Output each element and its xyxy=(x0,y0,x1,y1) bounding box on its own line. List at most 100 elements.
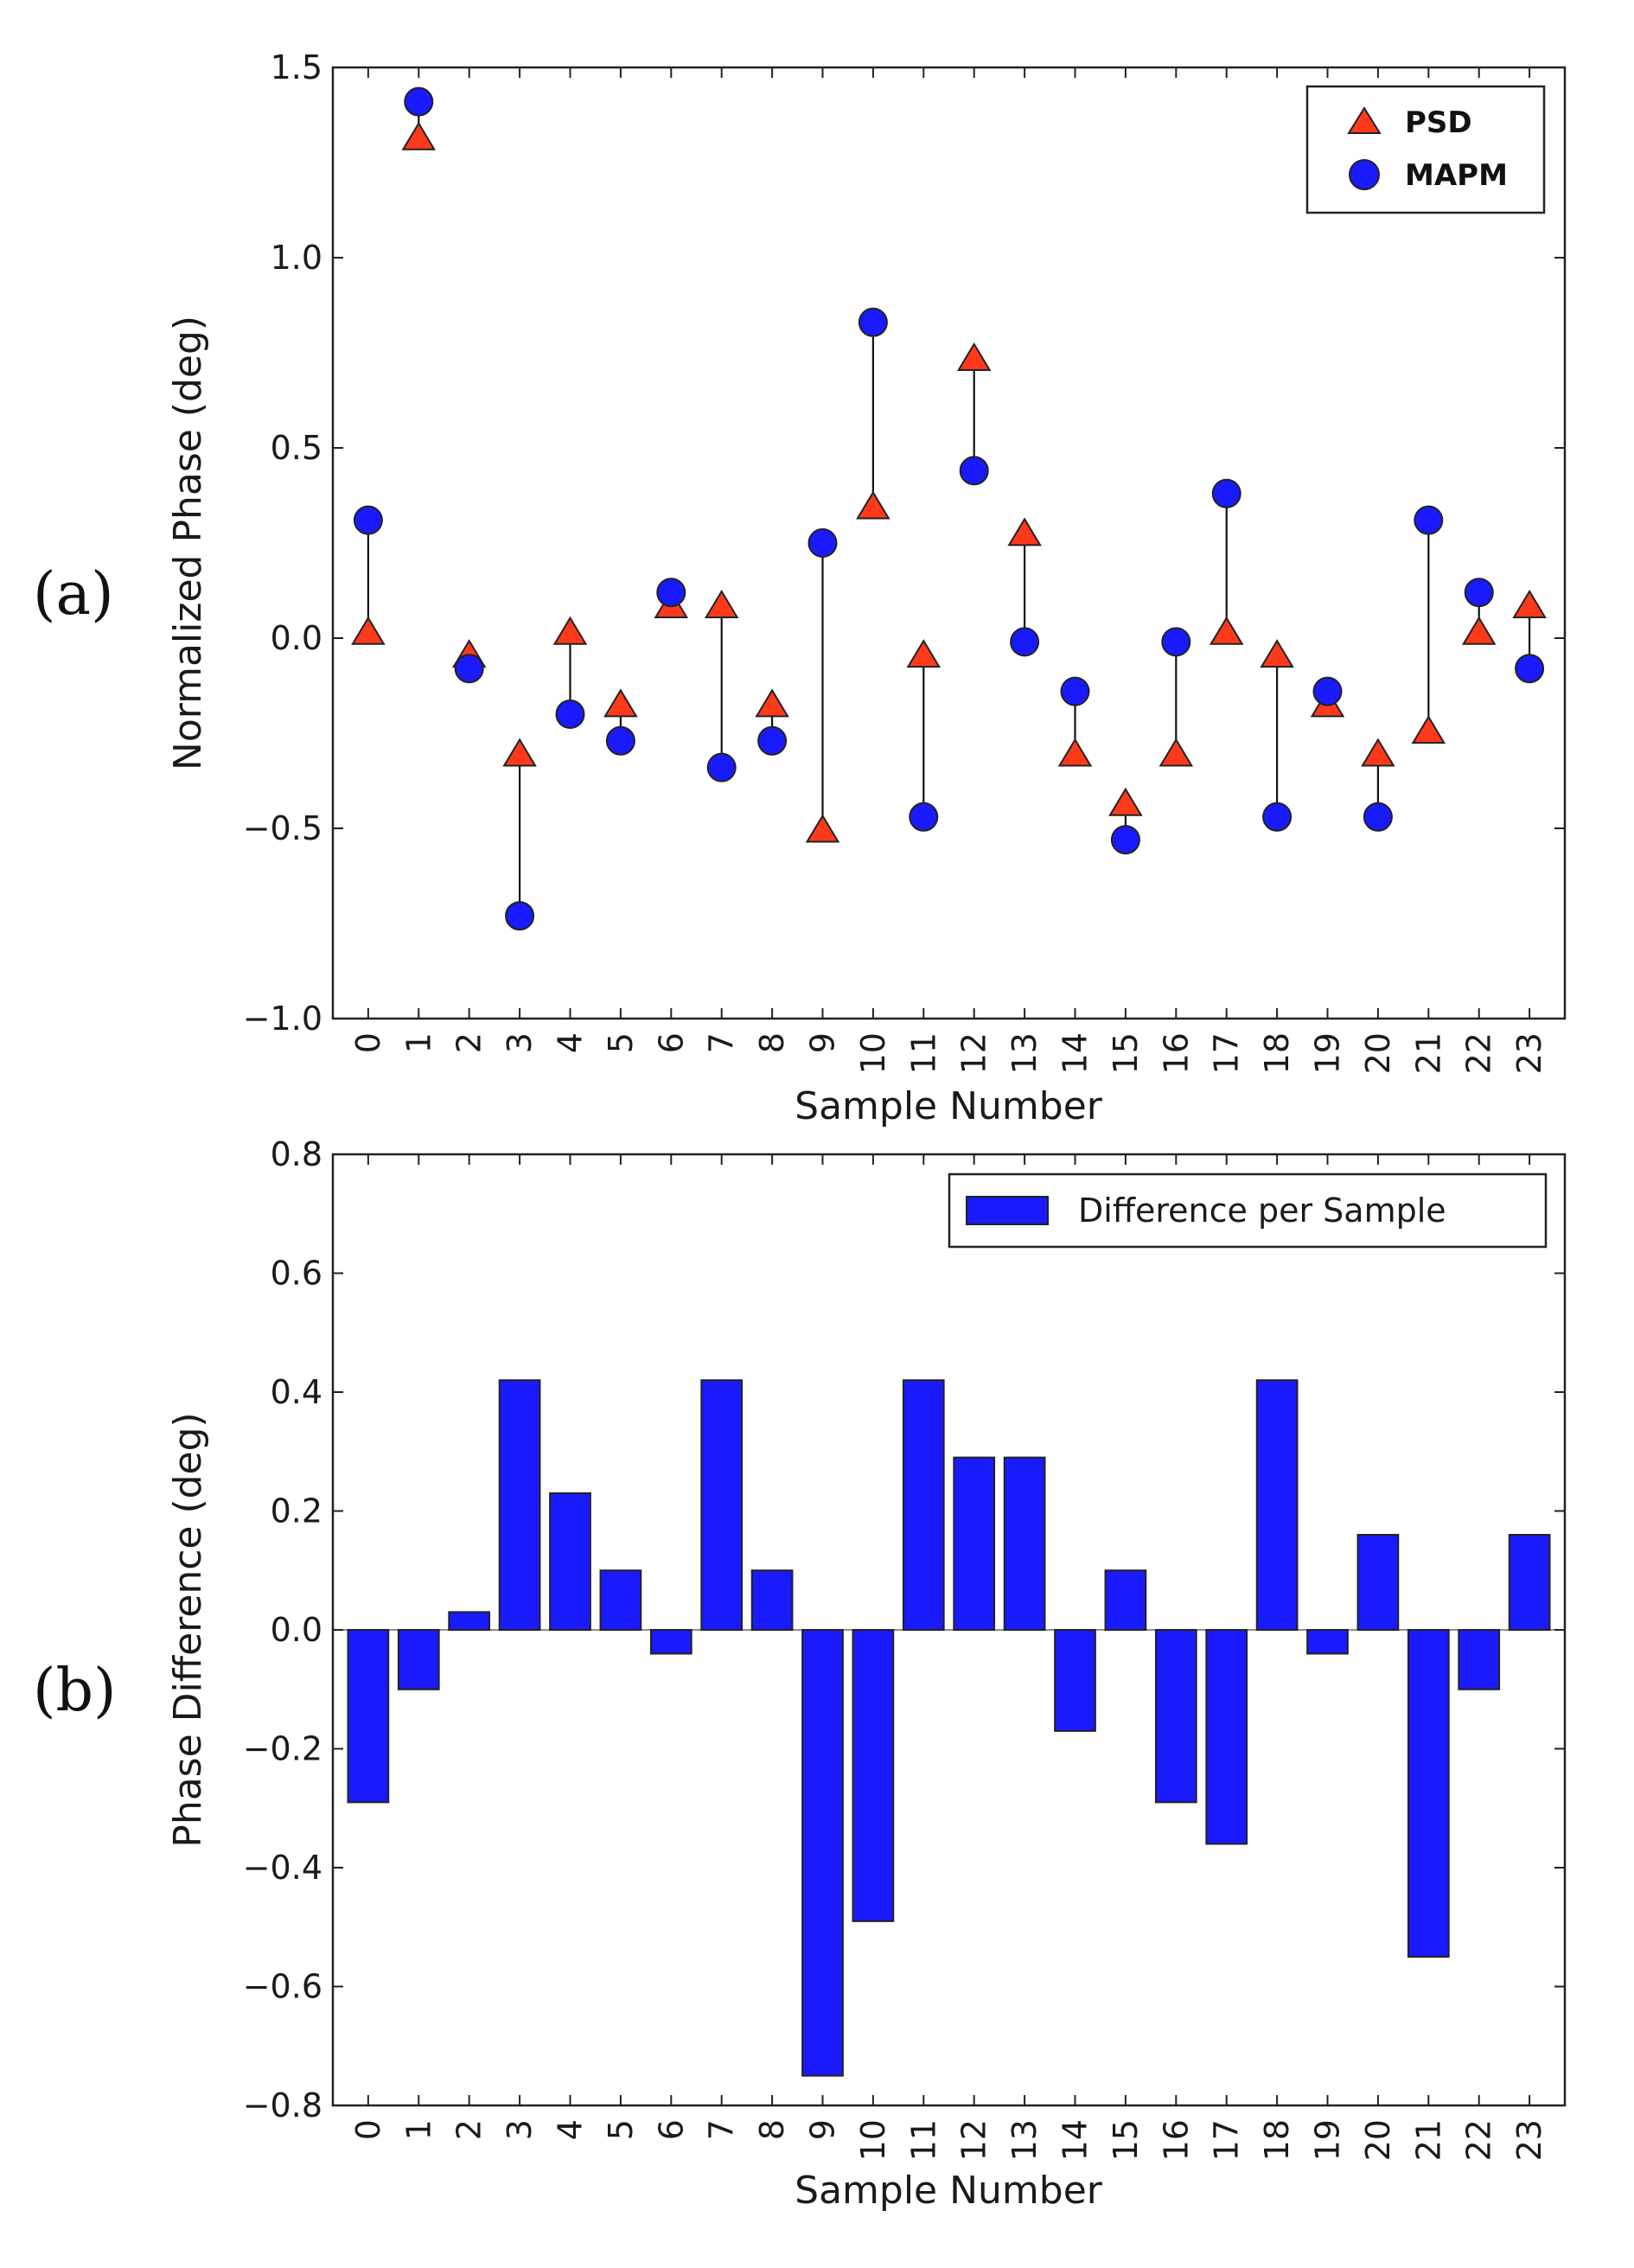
difference-bar xyxy=(852,1629,895,1922)
difference-bar xyxy=(700,1379,744,1631)
panel-b-ytick-label: −0.4 xyxy=(243,1849,322,1887)
psd-point xyxy=(704,589,739,618)
psd-point xyxy=(552,616,588,645)
mapm-point xyxy=(1161,627,1191,657)
mapm-point xyxy=(959,456,989,486)
panel-b-xtick-label: 20 xyxy=(1359,2119,1397,2161)
panel-a-xtick-label: 2 xyxy=(450,1032,488,1053)
panel-a-xtick-label: 9 xyxy=(803,1032,841,1053)
psd-point xyxy=(856,490,890,520)
panel-a-legend: PSD MAPM xyxy=(1305,85,1546,214)
mapm-point xyxy=(404,86,434,117)
mapm-point xyxy=(656,578,686,608)
panel-b-xtick-label: 11 xyxy=(904,2119,942,2161)
mapm-point xyxy=(1060,676,1090,706)
difference-bar xyxy=(1407,1629,1450,1958)
panel-b-ytick-label: 0.8 xyxy=(271,1135,322,1173)
mapm-point xyxy=(505,901,535,931)
psd-point xyxy=(1158,738,1194,767)
mapm-point xyxy=(1414,505,1444,535)
difference-bar xyxy=(397,1629,440,1690)
difference-bar xyxy=(1205,1629,1248,1845)
panel-b-xtick-label: 7 xyxy=(703,2119,741,2140)
panel-b-x-axis-title: Sample Number xyxy=(795,2169,1103,2213)
panel-a-xtick-label: 12 xyxy=(955,1032,993,1074)
legend-mapm-marker xyxy=(1349,159,1380,190)
panel-a-ytick-label: 1.5 xyxy=(271,48,322,86)
psd-point xyxy=(1057,738,1093,767)
mapm-point xyxy=(757,725,788,756)
panel-a-ytick-label: −1.0 xyxy=(243,1000,322,1038)
psd-point xyxy=(1007,517,1042,546)
panel-a-xtick-label: 20 xyxy=(1359,1032,1397,1074)
panel-b-ytick-label: −0.2 xyxy=(243,1730,322,1768)
panel-b-xtick-label: 8 xyxy=(753,2119,791,2140)
panel-a-scatter-chart: (a) −1.0−0.50.00.51.01.5 0 1 2 3 4 5 6 7 8 9 10 11 1… xyxy=(33,48,1567,1128)
panel-a-xtick-label: 22 xyxy=(1460,1032,1498,1074)
psd-point xyxy=(401,121,437,150)
panel-b-ytick-label: 0.6 xyxy=(271,1255,322,1293)
difference-bar xyxy=(1003,1456,1046,1631)
panel-a-xtick-label: 8 xyxy=(753,1032,791,1053)
panel-a-xtick-label: 10 xyxy=(854,1032,892,1074)
mapm-point xyxy=(858,307,888,337)
difference-bar xyxy=(1458,1629,1501,1690)
mapm-point xyxy=(1363,802,1393,832)
legend-difference-label: Difference per Sample xyxy=(1078,1191,1446,1230)
panel-b-xtick-label: 5 xyxy=(602,2119,640,2140)
panel-a-plot-area xyxy=(331,66,1567,1020)
panel-b-xtick-label: 10 xyxy=(854,2119,892,2161)
difference-bar xyxy=(1104,1569,1147,1631)
mapm-point xyxy=(555,700,585,729)
panel-b-xtick-label: 12 xyxy=(955,2119,993,2161)
panel-b-ytick-label: 0.2 xyxy=(271,1492,322,1530)
panel-b-xtick-label: 13 xyxy=(1005,2119,1044,2161)
psd-point xyxy=(906,639,941,668)
panel-b-ytick-label: −0.8 xyxy=(243,2086,322,2124)
panel-b-xtick-label: 6 xyxy=(652,2119,690,2140)
difference-bar xyxy=(1356,1534,1400,1631)
panel-a-y-axis-title: Normalized Phase (deg) xyxy=(166,316,210,770)
panel-a-ytick-label: 1.0 xyxy=(271,239,322,277)
difference-bar xyxy=(750,1569,794,1631)
panel-a-ytick-label: 0.0 xyxy=(271,619,322,657)
panel-a-xtick-label: 5 xyxy=(602,1032,640,1053)
panel-a-legend-box xyxy=(1305,85,1546,214)
panel-a-xtick-label: 1 xyxy=(399,1032,437,1053)
panel-a-xtick-label: 0 xyxy=(349,1032,387,1053)
mapm-point xyxy=(1312,676,1343,706)
legend-psd-marker xyxy=(1347,106,1382,134)
difference-bar xyxy=(347,1629,390,1804)
difference-bar xyxy=(1306,1629,1349,1655)
difference-bar xyxy=(902,1379,945,1631)
difference-bar xyxy=(1054,1629,1096,1732)
panel-b-y-axis-title: Phase Difference (deg) xyxy=(166,1412,210,1847)
panel-b-ytick-label: −0.6 xyxy=(243,1968,322,2006)
legend-difference-swatch xyxy=(966,1196,1049,1225)
panel-b-xtick-label: 14 xyxy=(1056,2119,1095,2161)
panel-a-xtick-label: 16 xyxy=(1157,1032,1195,1074)
psd-point xyxy=(805,814,840,843)
panel-a-label: (a) xyxy=(33,560,114,629)
difference-bar xyxy=(1255,1379,1299,1631)
mapm-point xyxy=(353,505,383,535)
difference-bar xyxy=(448,1611,491,1631)
panel-b-xtick-label: 21 xyxy=(1409,2119,1447,2161)
panel-b-label: (b) xyxy=(33,1657,117,1725)
mapm-point xyxy=(1515,654,1545,684)
difference-bar xyxy=(1508,1534,1551,1631)
psd-point xyxy=(1411,715,1446,744)
panel-b-ytick-label: 0.4 xyxy=(271,1373,322,1411)
panel-a-ytick-label: −0.5 xyxy=(243,809,322,847)
panel-b-xtick-label: 4 xyxy=(551,2119,589,2140)
legend-mapm-label: MAPM xyxy=(1405,158,1508,193)
panel-a-xtick-label: 17 xyxy=(1208,1032,1246,1074)
difference-bar xyxy=(599,1569,642,1631)
panel-a-ytick-label: 0.5 xyxy=(271,429,322,467)
difference-bar xyxy=(549,1492,591,1631)
mapm-point xyxy=(909,802,939,832)
psd-point xyxy=(1108,787,1143,816)
panel-a-xtick-label: 6 xyxy=(652,1032,690,1053)
